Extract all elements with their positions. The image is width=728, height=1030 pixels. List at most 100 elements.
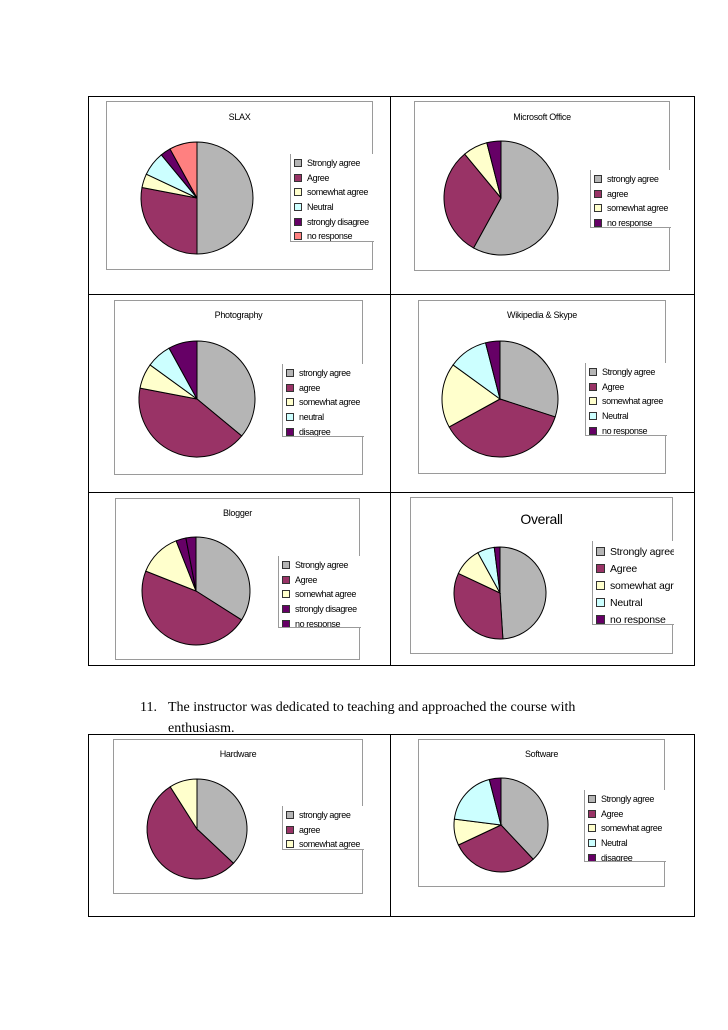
legend-swatch	[588, 824, 596, 833]
pie-slice-somewhat-agree	[169, 778, 198, 831]
chart-legend: Strongly agree Agree somewhat agree Neutral…	[592, 541, 674, 625]
legend-swatch	[282, 619, 290, 627]
question-text: The instructor was dedicated to teaching…	[168, 700, 576, 736]
legend-item-disagree: disagree	[588, 850, 666, 861]
chart-title: Overall	[520, 511, 563, 527]
pie-slice-no-response	[185, 536, 197, 592]
legend-swatch	[286, 427, 294, 436]
pie-slice-agree	[138, 387, 243, 458]
chart-hardware: Hardware strongly agree agree somewhat agr…	[113, 739, 364, 894]
legend-label: somewhat agree	[610, 579, 674, 592]
pie-slice-no-response	[484, 340, 501, 400]
legend-label: strongly disagree	[295, 604, 357, 615]
chart-title: Microsoft Office	[513, 112, 571, 122]
legend-item-strongly-agree: Strongly agree	[589, 365, 667, 380]
pie-chart	[146, 778, 248, 880]
legend-item-somewhat-agree: somewhat agree	[589, 394, 667, 409]
legend-swatch	[588, 809, 596, 818]
legend-item-agree: Agree	[588, 807, 666, 822]
lower-table	[88, 734, 695, 917]
chart-photography: Photography strongly agree agree somewhat …	[114, 300, 364, 475]
pie-chart	[141, 536, 251, 646]
legend-swatch	[294, 173, 302, 182]
legend-swatch	[286, 398, 294, 407]
upper-table	[88, 96, 695, 666]
pie-slice-strongly-agree	[472, 140, 559, 256]
legend-item-neutral: Neutral	[589, 409, 667, 424]
legend-swatch	[286, 413, 294, 422]
pie-chart	[140, 141, 254, 255]
pie-chart	[453, 546, 547, 640]
legend-label: Agree	[610, 562, 638, 575]
chart-title: Hardware	[219, 749, 257, 759]
question-number: 11.	[140, 700, 157, 715]
legend-swatch	[294, 188, 302, 197]
pie-slice-agree	[443, 153, 502, 249]
legend-swatch	[286, 383, 294, 392]
pie-slice-no-response	[493, 546, 501, 594]
legend-item-neutral: Neutral	[294, 200, 374, 215]
legend-label: Agree	[602, 381, 625, 392]
legend-label: disagree	[299, 426, 331, 437]
pie-slice-disagree	[168, 340, 198, 400]
chart-wikipedia-skype: Wikipedia & Skype Strongly agree Agree som…	[418, 300, 667, 474]
chart-microsoft-office: Microsoft Office strongly agree agree some…	[414, 101, 671, 271]
legend-label: Agree	[601, 808, 624, 819]
legend-label: neutral	[299, 412, 324, 423]
legend-item-no-response: no response	[596, 611, 674, 624]
chart-title: SLAX	[228, 112, 251, 122]
pie-slice-agree	[141, 570, 243, 646]
pie-slice-somewhat-agree	[441, 364, 501, 428]
lower-table-divider-vertical	[390, 734, 391, 917]
legend-swatch	[588, 795, 596, 804]
pie-chart	[138, 340, 256, 458]
legend-item-neutral: neutral	[286, 410, 364, 425]
chart-overall: Overall Strongly agree Agree somewhat agre…	[410, 497, 674, 654]
legend-swatch	[294, 159, 302, 168]
legend-swatch	[294, 232, 302, 241]
legend-item-strongly-disagree: strongly disagree	[294, 214, 374, 229]
legend-swatch	[596, 615, 605, 624]
legend-swatch	[286, 811, 294, 820]
legend-label: strongly disagree	[307, 216, 369, 227]
legend-swatch	[594, 175, 602, 184]
chart-blogger: Blogger Strongly agree Agree somewhat agre…	[115, 498, 361, 660]
legend-label: Neutral	[610, 596, 643, 609]
legend-item-strongly-agree: Strongly agree	[294, 156, 374, 171]
pie-slice-strongly-agree	[196, 141, 254, 255]
legend-item-no-response: no response	[294, 229, 374, 242]
legend-swatch	[282, 561, 290, 570]
legend-label: agree	[299, 824, 321, 835]
legend-label: no response	[307, 231, 353, 242]
chart-title: Software	[524, 749, 559, 759]
pie-slice-neutral	[453, 778, 502, 826]
legend-swatch	[282, 605, 290, 614]
legend-swatch	[596, 564, 605, 573]
legend-item-strongly-agree: Strongly agree	[596, 543, 674, 560]
legend-label: somewhat agree	[607, 203, 668, 214]
legend-item-agree: Agree	[294, 171, 374, 186]
legend-item-neutral: Neutral	[596, 594, 674, 611]
chart-slax: SLAX Strongly agree Agree somewhat agree Ne…	[106, 101, 374, 270]
legend-swatch	[282, 575, 290, 584]
pie-slice-strongly-agree	[499, 546, 547, 640]
legend-label: no response	[602, 425, 648, 436]
legend-item-somewhat-agree: somewhat agree	[588, 821, 666, 836]
legend-swatch	[588, 839, 596, 848]
legend-label: strongly agree	[299, 368, 351, 379]
legend-swatch	[589, 382, 597, 391]
pie-slice-strongly-agree	[196, 340, 256, 437]
legend-label: no response	[295, 618, 341, 628]
legend-item-strongly-agree: Strongly agree	[282, 558, 361, 573]
legend-swatch	[589, 368, 597, 377]
legend-item-strongly-disagree: strongly disagree	[282, 602, 361, 617]
legend-label: Strongly agree	[295, 560, 348, 571]
legend-item-strongly-agree: Strongly agree	[588, 792, 666, 807]
pie-slice-strongly-agree	[499, 340, 559, 418]
legend-item-somewhat-agree: somewhat agree	[282, 587, 361, 602]
pie-slice-agree	[453, 572, 504, 640]
pie-slice-disagree	[488, 777, 502, 826]
pie-slice-no-response	[169, 141, 198, 199]
pie-chart	[453, 777, 549, 873]
legend-swatch	[589, 397, 597, 406]
